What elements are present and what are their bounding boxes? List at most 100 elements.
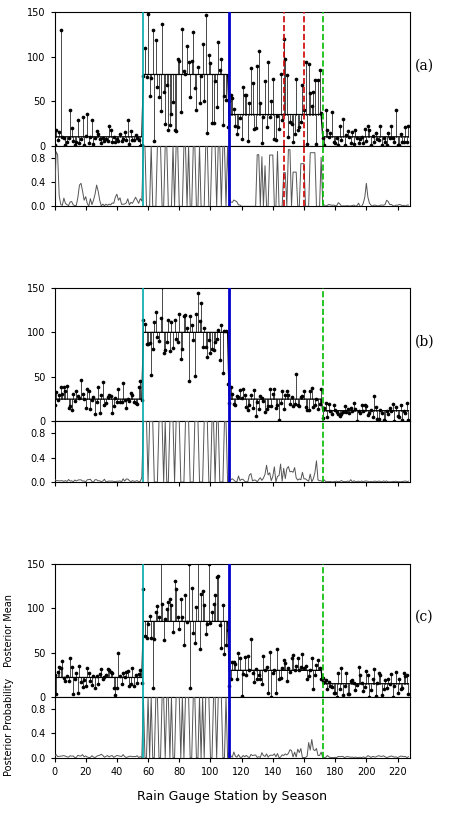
Point [344, 124, 351, 137]
Point [182, 67, 189, 80]
Point [386, 402, 393, 415]
Point [127, 386, 135, 399]
Point [52, 688, 60, 701]
Point [210, 116, 218, 129]
Point [254, 59, 261, 72]
Point [203, 618, 211, 631]
Point [386, 677, 393, 690]
Point [137, 664, 144, 677]
Point [388, 120, 395, 133]
Point [208, 342, 216, 355]
Point [227, 89, 235, 102]
Point [244, 650, 252, 663]
Point [66, 103, 74, 116]
Point [405, 120, 412, 133]
Point [110, 130, 118, 143]
Point [336, 682, 344, 695]
Point [325, 130, 333, 143]
Point [289, 400, 297, 413]
Point [328, 680, 336, 693]
Point [149, 681, 156, 694]
Point [238, 689, 246, 702]
Point [216, 619, 224, 632]
Point [199, 341, 206, 354]
Point [182, 309, 189, 322]
Point [102, 397, 110, 410]
Point [255, 668, 263, 681]
Point [110, 399, 118, 412]
Point [247, 389, 255, 402]
Point [271, 383, 278, 396]
Point [337, 407, 345, 420]
Point [74, 389, 82, 402]
Point [94, 678, 102, 691]
Point [90, 137, 97, 150]
Point [205, 557, 213, 570]
Point [241, 650, 248, 663]
Point [109, 406, 116, 419]
Point [376, 403, 384, 416]
Point [241, 89, 248, 102]
Point [260, 650, 267, 663]
Point [80, 673, 88, 686]
Point [62, 138, 69, 151]
Point [218, 52, 225, 65]
Point [230, 655, 237, 668]
Point [337, 662, 345, 675]
Point [169, 626, 177, 639]
Point [376, 119, 384, 132]
Point [297, 115, 305, 128]
Point [121, 393, 128, 406]
Point [238, 391, 246, 404]
Point [137, 139, 144, 152]
Point [243, 89, 250, 102]
Point [102, 668, 110, 681]
Point [130, 133, 138, 146]
Point [58, 131, 66, 144]
Point [68, 404, 75, 417]
Point [76, 137, 83, 150]
Point [355, 136, 362, 149]
Point [179, 611, 186, 624]
Point [283, 675, 291, 688]
Point [249, 76, 256, 89]
Point [235, 646, 242, 659]
Point [303, 137, 311, 150]
Point [216, 63, 224, 76]
Point [177, 106, 184, 119]
Point [63, 380, 71, 393]
Point [333, 690, 340, 703]
Point [146, 337, 154, 350]
Point [325, 676, 333, 689]
Point [132, 128, 139, 141]
Point [327, 127, 334, 140]
Point [163, 78, 171, 91]
Point [347, 137, 355, 150]
Point [383, 681, 391, 694]
Point [319, 412, 327, 425]
Point [380, 414, 387, 427]
Point [236, 112, 244, 125]
Point [250, 675, 258, 688]
Point [191, 81, 199, 94]
Point [201, 598, 208, 611]
Text: Posterior Mean: Posterior Mean [3, 593, 14, 667]
Point [365, 406, 373, 419]
Point [355, 405, 362, 418]
Point [80, 139, 88, 152]
Point [267, 94, 275, 107]
Point [261, 663, 269, 676]
Point [111, 136, 119, 149]
Point [225, 95, 233, 108]
Point [132, 396, 139, 409]
Point [389, 131, 397, 144]
Point [395, 672, 403, 685]
Point [100, 398, 108, 411]
Point [147, 72, 155, 85]
Point [249, 402, 256, 415]
Point [308, 99, 316, 112]
Point [392, 103, 400, 116]
Point [233, 128, 241, 141]
Text: (a): (a) [415, 59, 434, 72]
Point [210, 598, 218, 611]
